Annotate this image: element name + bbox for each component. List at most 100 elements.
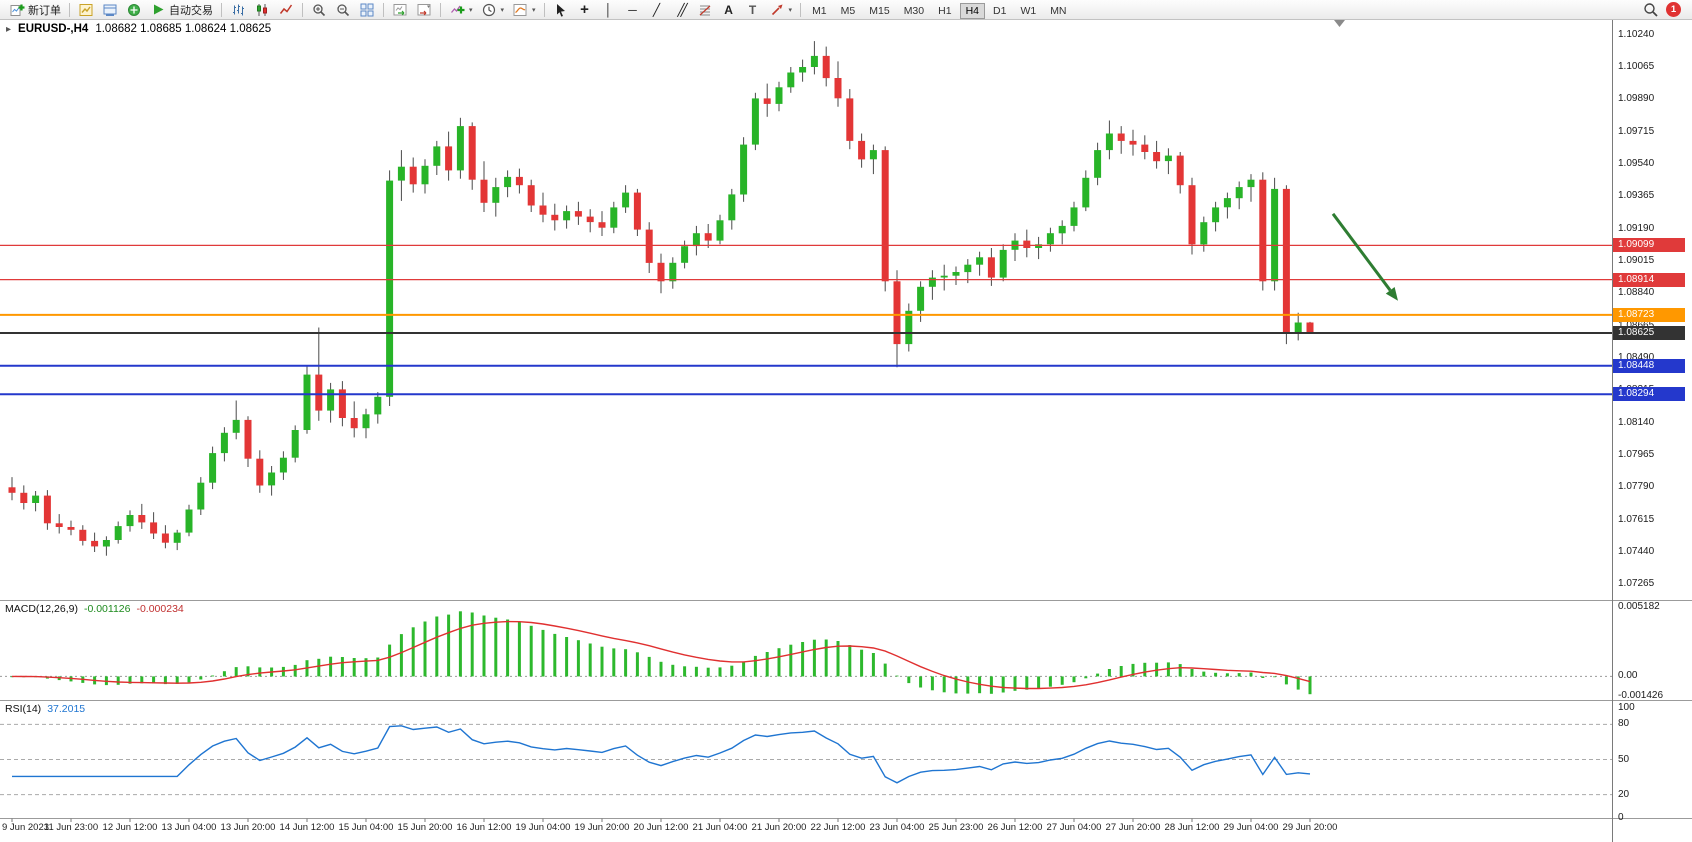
timeframe-button-m5[interactable]: M5	[835, 3, 862, 19]
text-tool-button[interactable]: A	[717, 1, 741, 19]
new-order-button[interactable]: 新订单	[5, 1, 65, 19]
candle-body	[468, 126, 476, 180]
time-axis-label: 9 Jun 2023	[2, 822, 50, 833]
trendline-tool-button[interactable]: ╱	[645, 1, 669, 19]
arrows-tool-button[interactable]: ▾	[765, 1, 797, 19]
periods-button[interactable]: ▾	[477, 1, 509, 19]
fibonacci-tool-button[interactable]	[693, 1, 717, 19]
macd-scale-label: 0.005182	[1618, 601, 1660, 612]
line-chart-mode-button[interactable]	[274, 1, 298, 19]
timeframe-button-mn[interactable]: MN	[1044, 3, 1072, 19]
candle-body	[657, 262, 665, 282]
macd-histogram-bar	[458, 611, 462, 677]
candle-body	[610, 207, 618, 228]
templates-button[interactable]: ▾	[508, 1, 540, 19]
macd-histogram-bar	[116, 676, 120, 685]
macd-histogram-bar	[753, 655, 757, 677]
timeframe-button-d1[interactable]: D1	[987, 3, 1012, 19]
time-axis-label: 21 Jun 04:00	[692, 822, 748, 833]
channel-tool-button[interactable]: ╱╱	[669, 1, 693, 19]
chart-shift-button[interactable]	[412, 1, 436, 19]
candle-body	[421, 165, 429, 185]
chart-shift-marker-icon[interactable]	[1334, 20, 1345, 27]
candle-body	[1176, 155, 1184, 186]
candle-body	[1023, 240, 1031, 248]
candlestick-chart-mode-button[interactable]	[250, 1, 274, 19]
chart-ohlc-values: 1.08682 1.08685 1.08624 1.08625	[95, 23, 272, 35]
macd-histogram-bar	[1001, 676, 1005, 693]
timeframe-button-w1[interactable]: W1	[1014, 3, 1042, 19]
toolbar-separator	[69, 2, 70, 17]
templates-icon	[512, 2, 528, 17]
candle-body	[445, 146, 453, 171]
candle-body	[1094, 150, 1102, 178]
time-axis-label: 21 Jun 20:00	[751, 822, 807, 833]
macd-histogram-bar	[1284, 676, 1288, 685]
candle-body	[504, 176, 512, 188]
new-chart-button[interactable]	[74, 1, 98, 19]
autotrading-button[interactable]: 自动交易	[146, 1, 217, 19]
notifications-badge[interactable]: 1	[1666, 2, 1681, 17]
profiles-button[interactable]	[98, 1, 122, 19]
tile-windows-button[interactable]	[355, 1, 379, 19]
one-click-trading-toggle-icon[interactable]: ▸	[6, 23, 12, 35]
timeframe-button-m15[interactable]: M15	[863, 3, 895, 19]
cursor-tool-button[interactable]	[549, 1, 573, 19]
time-axis-label: 23 Jun 04:00	[869, 822, 925, 833]
candle-body	[681, 246, 689, 263]
zoom-in-button[interactable]	[307, 1, 331, 19]
timeframe-button-m30[interactable]: M30	[898, 3, 930, 19]
rsi-value: 37.2015	[47, 703, 86, 715]
macd-histogram-bar	[211, 675, 215, 677]
candle-body	[846, 98, 854, 141]
time-axis-label: 22 Jun 12:00	[810, 822, 866, 833]
candle-body	[268, 472, 276, 486]
candle-body	[563, 211, 571, 221]
macd-histogram-bar	[222, 671, 226, 677]
indicators-button[interactable]: ▾	[445, 1, 477, 19]
auto-scroll-button[interactable]	[388, 1, 412, 19]
new-order-label: 新订单	[28, 4, 61, 17]
trend-arrow-annotation[interactable]	[1331, 212, 1392, 292]
search-button[interactable]	[1638, 1, 1662, 19]
macd-histogram-bar	[694, 666, 698, 677]
price-level-badge-current-price: 1.08625	[1613, 326, 1685, 340]
macd-histogram-bar	[565, 637, 569, 677]
macd-scale-label: 0.00	[1618, 670, 1638, 682]
timeframe-button-h1[interactable]: H1	[932, 3, 957, 19]
candle-body	[374, 396, 382, 415]
crosshair-tool-button[interactable]: +	[573, 1, 597, 19]
price-axis-label: 1.09015	[1618, 255, 1655, 266]
time-axis-label: 27 Jun 20:00	[1105, 822, 1161, 833]
timeframe-button-h4[interactable]: H4	[959, 2, 985, 19]
text-label-tool-button[interactable]: T	[741, 1, 765, 19]
macd-histogram-bar	[1025, 676, 1029, 690]
candle-body	[987, 257, 995, 278]
vertical-line-tool-button[interactable]: │	[597, 1, 621, 19]
time-axis-label: 13 Jun 20:00	[220, 822, 276, 833]
macd-histogram-bar	[883, 663, 887, 677]
candle-body	[928, 277, 936, 287]
horizontal-line-tool-button[interactable]: ─	[621, 1, 645, 19]
zoom-out-button[interactable]	[331, 1, 355, 19]
macd-histogram-bar	[199, 676, 203, 680]
candle-body	[1164, 155, 1172, 162]
candle-body	[704, 233, 712, 241]
candle-body	[834, 78, 842, 99]
macd-histogram-bar	[1202, 671, 1206, 677]
macd-histogram-bar	[895, 675, 899, 677]
price-axis-label: 1.07265	[1618, 578, 1655, 590]
price-axis-label: 1.07790	[1618, 481, 1655, 493]
dropdown-arrow-icon: ▾	[500, 6, 505, 14]
new-chart-icon	[78, 2, 94, 17]
text-icon: A	[724, 2, 733, 17]
macd-histogram-bar	[718, 667, 722, 677]
bar-chart-mode-button[interactable]	[226, 1, 250, 19]
toolbar-separator	[221, 2, 222, 17]
navigator-button[interactable]	[122, 1, 146, 19]
timeframe-button-m1[interactable]: M1	[806, 3, 833, 19]
fibonacci-icon	[697, 2, 713, 17]
candle-body	[114, 526, 122, 540]
